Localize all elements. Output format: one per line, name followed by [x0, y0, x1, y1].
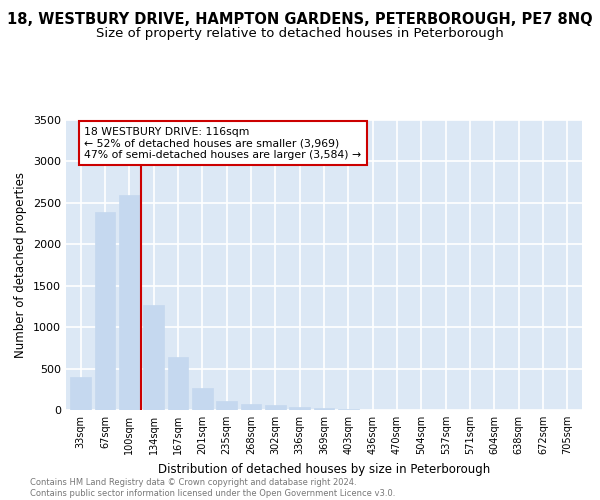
- Y-axis label: Number of detached properties: Number of detached properties: [14, 172, 28, 358]
- Bar: [241, 404, 262, 410]
- Bar: [338, 409, 359, 410]
- Bar: [265, 405, 286, 410]
- Bar: [314, 408, 334, 410]
- Text: 18, WESTBURY DRIVE, HAMPTON GARDENS, PETERBOROUGH, PE7 8NQ: 18, WESTBURY DRIVE, HAMPTON GARDENS, PET…: [7, 12, 593, 28]
- Text: Contains HM Land Registry data © Crown copyright and database right 2024.
Contai: Contains HM Land Registry data © Crown c…: [30, 478, 395, 498]
- X-axis label: Distribution of detached houses by size in Peterborough: Distribution of detached houses by size …: [158, 462, 490, 475]
- Text: Size of property relative to detached houses in Peterborough: Size of property relative to detached ho…: [96, 28, 504, 40]
- Bar: [70, 377, 91, 410]
- Bar: [167, 356, 188, 410]
- Bar: [95, 212, 115, 410]
- Text: 18 WESTBURY DRIVE: 116sqm
← 52% of detached houses are smaller (3,969)
47% of se: 18 WESTBURY DRIVE: 116sqm ← 52% of detac…: [84, 126, 361, 160]
- Bar: [192, 388, 212, 410]
- Bar: [289, 406, 310, 410]
- Bar: [143, 305, 164, 410]
- Bar: [119, 196, 140, 410]
- Bar: [216, 401, 237, 410]
